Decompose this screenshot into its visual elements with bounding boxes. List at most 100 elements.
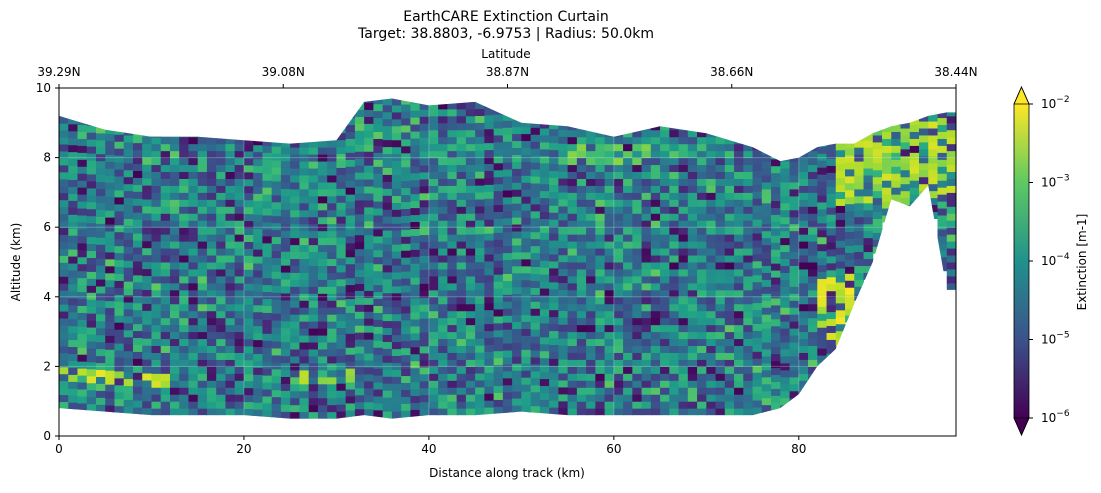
heatmap-cell: [493, 350, 504, 359]
heatmap-cell: [438, 129, 448, 138]
heatmap-cell: [188, 136, 199, 145]
heatmap-cell: [216, 338, 226, 347]
heatmap-cell: [382, 98, 393, 106]
heatmap-cell: [299, 251, 310, 260]
heatmap-cell: [345, 298, 356, 306]
heatmap-cell: [401, 298, 411, 307]
heatmap-cell: [734, 227, 744, 235]
heatmap-cell: [428, 324, 439, 333]
heatmap-cell: [327, 161, 337, 169]
heatmap-cell: [142, 199, 152, 207]
heatmap-cell: [771, 346, 781, 355]
heatmap-cell: [290, 383, 300, 392]
heatmap-cell: [475, 345, 485, 353]
heatmap-cell: [512, 300, 522, 309]
heatmap-cell: [86, 243, 97, 252]
heatmap-cell: [169, 255, 180, 263]
heatmap-cell: [243, 206, 254, 215]
heatmap-cell: [724, 143, 735, 152]
heatmap-cell: [179, 289, 189, 298]
heatmap-cell: [632, 338, 643, 347]
heatmap-cell: [798, 275, 809, 284]
heatmap-cell: [179, 220, 189, 228]
heatmap-cell: [382, 188, 393, 196]
heatmap-cell: [447, 338, 458, 347]
heatmap-cell: [151, 289, 162, 298]
heatmap-cell: [243, 234, 254, 242]
heatmap-cell: [669, 415, 680, 419]
heatmap-cell: [623, 248, 633, 256]
heatmap-cell: [142, 275, 152, 284]
heatmap-cell: [780, 328, 791, 336]
heatmap-cell: [789, 272, 800, 280]
heatmap-cell: [345, 416, 356, 419]
heatmap-cell: [780, 272, 791, 280]
heatmap-cell: [798, 248, 809, 256]
heatmap-cell: [946, 164, 956, 173]
heatmap-cell: [539, 281, 550, 289]
heatmap-cell: [502, 363, 513, 372]
heatmap-cell: [354, 276, 365, 284]
heatmap-cell: [364, 373, 374, 382]
heatmap-cell: [169, 303, 180, 312]
heatmap-cell: [114, 343, 125, 351]
heatmap-cell: [345, 187, 356, 195]
heatmap-cell: [447, 275, 458, 284]
heatmap-cell: [798, 178, 809, 186]
heatmap-cell: [484, 100, 495, 109]
heatmap-cell: [364, 297, 374, 305]
heatmap-cell: [438, 387, 448, 395]
heatmap-cell: [327, 390, 337, 399]
heatmap-cell: [456, 387, 467, 395]
heatmap-cell: [909, 180, 920, 188]
heatmap-cell: [169, 262, 180, 270]
heatmap-cell: [465, 275, 476, 284]
heatmap-cell: [253, 367, 263, 375]
heatmap-cell: [632, 401, 643, 409]
heatmap-cell: [632, 359, 643, 367]
heatmap-cell: [77, 242, 88, 251]
heatmap-cell: [752, 274, 763, 283]
heatmap-cell: [576, 234, 587, 242]
heatmap-cell: [752, 142, 763, 150]
heatmap-cell: [382, 139, 393, 148]
heatmap-cell: [105, 279, 115, 288]
heatmap-cell: [77, 208, 88, 216]
heatmap-cell: [456, 310, 467, 319]
heatmap-cell: [928, 114, 939, 122]
heatmap-cell: [493, 218, 504, 226]
heatmap-cell: [271, 264, 282, 272]
heatmap-cell: [604, 373, 615, 381]
heatmap-cell: [493, 336, 504, 345]
heatmap-cell: [761, 209, 772, 218]
heatmap-cell: [826, 304, 837, 313]
heatmap-cell: [706, 338, 717, 347]
heatmap-cell: [845, 231, 855, 240]
heatmap-cell: [114, 398, 125, 407]
heatmap-cell: [391, 167, 402, 176]
heatmap-cell: [558, 212, 569, 221]
heatmap-cell: [308, 216, 319, 225]
heatmap-cell: [928, 162, 939, 171]
heatmap-cell: [59, 248, 69, 256]
heatmap-cell: [336, 237, 347, 245]
heatmap-cell: [558, 303, 569, 311]
heatmap-cell: [114, 120, 125, 128]
heatmap-cell: [132, 163, 143, 171]
heatmap-cell: [687, 220, 698, 228]
heatmap-cell: [512, 384, 522, 392]
heatmap-cell: [299, 258, 310, 266]
heatmap-cell: [142, 247, 152, 256]
heatmap-cell: [854, 279, 865, 287]
heatmap-cell: [225, 282, 236, 291]
heatmap-cell: [771, 284, 781, 292]
heatmap-cell: [909, 187, 920, 195]
heatmap-cell: [151, 380, 162, 388]
heatmap-cell: [86, 153, 97, 161]
y-tick-label: 2: [43, 359, 51, 373]
heatmap-cell: [493, 253, 504, 261]
heatmap-cell: [724, 268, 735, 277]
heatmap-cell: [132, 309, 143, 318]
heatmap-cell: [845, 259, 855, 267]
heatmap-cell: [317, 376, 328, 385]
